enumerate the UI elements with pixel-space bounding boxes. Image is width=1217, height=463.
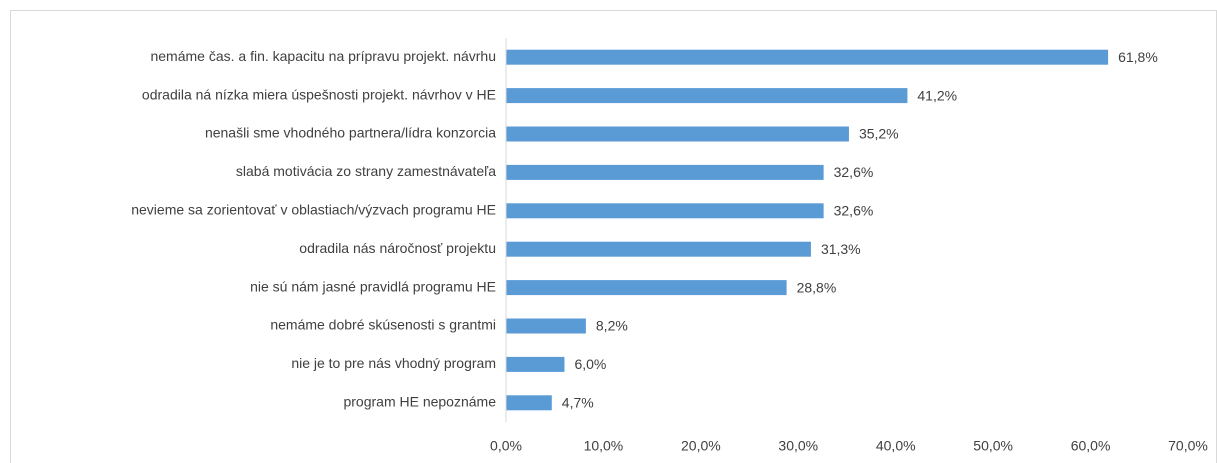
bar <box>506 395 552 411</box>
y-tick-label: nemáme čas. a fin. kapacitu na prípravu … <box>150 48 496 64</box>
bar <box>506 280 787 296</box>
y-tick-label: nenašli sme vhodného partnera/lídra konz… <box>205 125 496 141</box>
bar <box>506 88 908 104</box>
y-tick-label: odradila nás náročnosť projektu <box>299 240 496 256</box>
value-label: 61,8% <box>1118 49 1158 65</box>
chart-frame <box>10 10 1217 463</box>
value-label: 31,3% <box>821 241 861 257</box>
x-tick-label: 60,0% <box>1071 438 1111 454</box>
bar <box>506 126 849 142</box>
value-label: 41,2% <box>917 87 957 103</box>
x-tick-label: 40,0% <box>876 438 916 454</box>
value-label: 28,8% <box>797 279 837 295</box>
value-label: 32,6% <box>834 203 874 219</box>
y-tick-label: nevieme sa zorientovať v oblastiach/výzv… <box>131 202 496 218</box>
value-label: 35,2% <box>859 126 899 142</box>
x-tick-label: 20,0% <box>681 438 721 454</box>
x-tick-label: 50,0% <box>973 438 1013 454</box>
x-tick-label: 70,0% <box>1168 438 1208 454</box>
y-tick-label: slabá motivácia zo strany zamestnávateľa <box>236 163 496 179</box>
bar <box>506 356 565 372</box>
value-label: 4,7% <box>562 395 594 411</box>
value-label: 32,6% <box>834 164 874 180</box>
y-tick-label: nie sú nám jasné pravidlá programu HE <box>250 278 496 294</box>
bar <box>506 318 586 334</box>
bar <box>506 49 1109 65</box>
bar <box>506 241 811 257</box>
bar <box>506 203 824 219</box>
y-tick-label: odradila ná nízka miera úspešnosti proje… <box>142 86 496 102</box>
bar <box>506 164 824 180</box>
value-label: 6,0% <box>574 356 606 372</box>
y-tick-label: nie je to pre nás vhodný program <box>291 355 496 371</box>
x-tick-label: 10,0% <box>584 438 624 454</box>
x-tick-label: 0,0% <box>490 438 522 454</box>
value-label: 8,2% <box>596 318 628 334</box>
y-tick-label: program HE nepoznáme <box>343 394 496 410</box>
x-tick-label: 30,0% <box>778 438 818 454</box>
y-tick-label: nemáme dobré skúsenosti s grantmi <box>270 317 496 333</box>
